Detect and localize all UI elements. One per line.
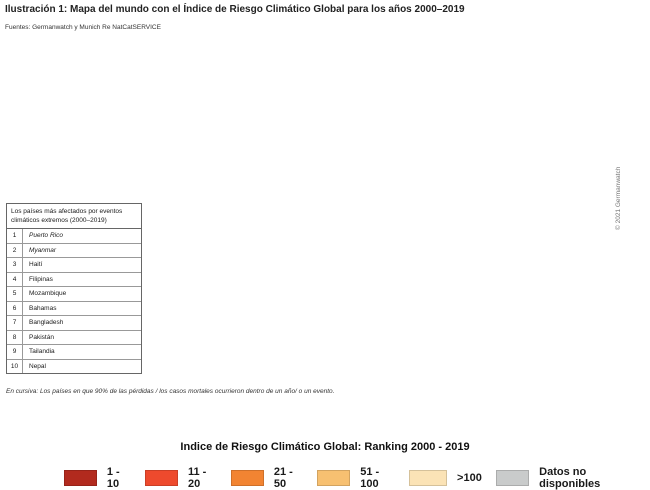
- ranking-rank: 3: [7, 258, 23, 272]
- ranking-rank: 2: [7, 243, 23, 257]
- ranking-country: Nepal: [29, 362, 46, 370]
- ranking-rank: 4: [7, 272, 23, 286]
- ranking-country: Mozambique: [29, 290, 67, 298]
- legend-item: 51 - 100: [317, 466, 395, 490]
- ranking-rank: 5: [7, 287, 23, 301]
- ranking-row: 5 Mozambique: [7, 286, 141, 301]
- ranking-row: 9 Tailandia: [7, 344, 141, 359]
- legend-item: 11 - 20: [145, 466, 217, 490]
- map-title: Ilustración 1: Mapa del mundo con el Índ…: [5, 4, 465, 15]
- ranking-rank: 6: [7, 301, 23, 315]
- ranking-row: 2 Myanmar: [7, 242, 141, 257]
- ranking-rank: 8: [7, 330, 23, 344]
- ranking-country: Haití: [29, 261, 43, 269]
- italic-note: En cursiva: Los países en que 90% de las…: [6, 388, 335, 395]
- legend-swatch: [145, 470, 178, 486]
- ranking-country: Bangladesh: [29, 319, 64, 327]
- ranking-country: Filipinas: [29, 275, 53, 283]
- legend-swatch: [230, 470, 264, 486]
- ranking-row: 4 Filipinas: [7, 271, 141, 286]
- ranking-row: 7 Bangladesh: [7, 315, 141, 330]
- legend-label: 1 - 10: [106, 466, 120, 490]
- legend-title: Indice de Riesgo Climático Global: Ranki…: [180, 441, 470, 453]
- legend-label: 11 - 20: [187, 466, 207, 490]
- legend-swatch: [409, 470, 448, 486]
- ranking-row: 3 Haití: [7, 257, 141, 272]
- legend-item: 1 - 10: [64, 466, 131, 490]
- legend: 1 - 10 11 - 20 21 - 50 51 - 100 >100 Datos no…: [64, 466, 650, 490]
- ranking-table: Los países más afectados por eventos cli…: [6, 203, 142, 374]
- legend-label: >100: [457, 472, 482, 484]
- ranking-rank: 10: [7, 359, 23, 373]
- legend-item: Datos no disponibles: [495, 466, 636, 490]
- ranking-country: Puerto Rico: [29, 232, 63, 240]
- ranking-row: 8 Pakistán: [7, 329, 141, 344]
- ranking-row: 10 Nepal: [7, 358, 141, 373]
- ranking-country: Tailandia: [29, 348, 55, 356]
- legend-swatch: [495, 470, 530, 486]
- legend-swatch: [317, 470, 351, 486]
- ranking-country: Myanmar: [29, 246, 57, 254]
- map-sources: Fuentes: Germanwatch y Munich Re NatCatS…: [5, 24, 161, 31]
- ranking-country: Bahamas: [29, 304, 57, 312]
- legend-label: 51 - 100: [360, 466, 380, 490]
- ranking-country: Pakistán: [29, 333, 54, 341]
- ranking-rank: 9: [7, 345, 23, 359]
- copyright-text: © 2021 Germanwatch: [615, 166, 622, 230]
- ranking-row: 6 Bahamas: [7, 300, 141, 315]
- legend-item: >100: [409, 470, 482, 486]
- legend-label: 21 - 50: [273, 466, 293, 490]
- legend-item: 21 - 50: [230, 466, 303, 490]
- ranking-rank: 1: [7, 229, 23, 243]
- ranking-rank: 7: [7, 316, 23, 330]
- legend-label: Datos no disponibles: [539, 466, 601, 490]
- ranking-table-caption: Los países más afectados por eventos cli…: [7, 204, 141, 229]
- legend-swatch: [64, 470, 97, 486]
- ranking-row: 1 Puerto Rico: [7, 229, 141, 243]
